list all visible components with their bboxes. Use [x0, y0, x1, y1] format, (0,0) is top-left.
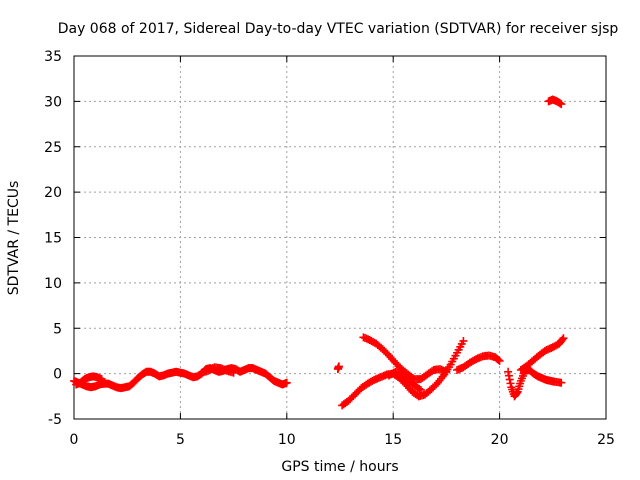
series-track-k — [544, 95, 566, 109]
y-axis-ticks: -5 0 5 10 15 20 25 30 35 — [44, 49, 606, 428]
x-tick-label: 0 — [70, 432, 79, 448]
x-tick-label: 5 — [176, 432, 185, 448]
x-axis-label: GPS time / hours — [281, 459, 398, 475]
data-point — [559, 334, 568, 343]
data-point — [557, 378, 566, 387]
data-point — [282, 378, 291, 387]
x-axis-ticks: 0 5 10 15 20 25 — [70, 56, 615, 448]
data-point — [415, 384, 424, 393]
y-tick-label: 5 — [53, 321, 62, 337]
data-point — [495, 356, 504, 365]
data-point — [416, 385, 425, 394]
grid-lines — [74, 56, 606, 419]
series-track-a — [70, 364, 291, 393]
y-tick-label: 30 — [44, 94, 62, 110]
series-track-h — [453, 351, 504, 374]
series-track-g — [384, 367, 425, 394]
y-tick-label: 35 — [44, 49, 62, 65]
y-tick-label: 15 — [44, 231, 62, 247]
y-tick-label: 10 — [44, 276, 62, 292]
data-point — [97, 375, 106, 384]
y-tick-label: 20 — [44, 185, 62, 201]
series-track-d — [333, 362, 343, 374]
data-point — [558, 335, 567, 344]
series-track-j — [516, 334, 568, 374]
data-point — [334, 362, 343, 371]
data-points — [70, 95, 568, 410]
series-track-f — [359, 333, 451, 384]
data-point — [557, 100, 566, 109]
y-axis-label: SDTVAR / TECUs — [6, 181, 22, 296]
data-point — [494, 356, 503, 365]
data-point — [459, 336, 468, 345]
x-tick-label: 25 — [597, 432, 615, 448]
chart-title: Day 068 of 2017, Sidereal Day-to-day VTE… — [58, 21, 619, 37]
y-tick-label: 25 — [44, 140, 62, 156]
series-track-i — [504, 365, 566, 401]
y-tick-label: 0 — [53, 367, 62, 383]
y-tick-label: -5 — [48, 412, 62, 428]
x-tick-label: 20 — [491, 432, 509, 448]
data-point — [442, 367, 451, 376]
series-track-b — [72, 372, 106, 389]
series-track-c — [197, 363, 238, 377]
x-tick-label: 10 — [278, 432, 296, 448]
data-point — [229, 368, 238, 377]
x-tick-label: 15 — [384, 432, 402, 448]
